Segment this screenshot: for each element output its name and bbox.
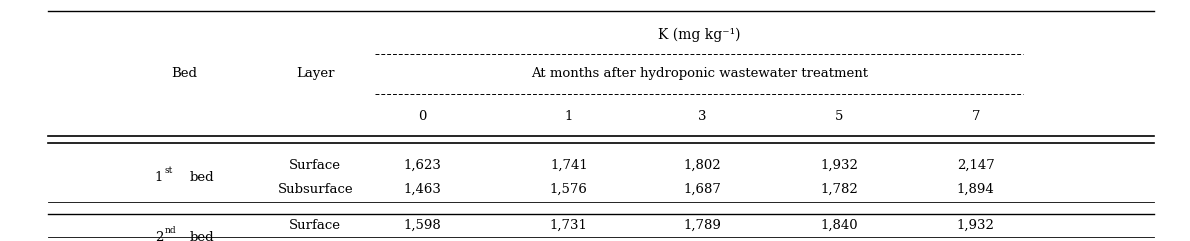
Text: 1,687: 1,687 — [683, 183, 721, 196]
Text: 1: 1 — [155, 171, 163, 184]
Text: 1,741: 1,741 — [550, 159, 588, 172]
Text: K (mg kg⁻¹): K (mg kg⁻¹) — [658, 28, 740, 42]
Text: Surface: Surface — [289, 159, 342, 172]
Text: Surface: Surface — [289, 219, 342, 232]
Text: 1,802: 1,802 — [683, 159, 721, 172]
Text: 0: 0 — [418, 110, 427, 123]
Text: 1,789: 1,789 — [683, 219, 721, 232]
Text: nd: nd — [164, 226, 176, 235]
Text: 1,840: 1,840 — [820, 219, 858, 232]
Text: 1,894: 1,894 — [957, 183, 995, 196]
Text: 1,598: 1,598 — [403, 219, 441, 232]
Text: st: st — [164, 166, 173, 175]
Text: 2,147: 2,147 — [957, 159, 995, 172]
Text: 1,463: 1,463 — [403, 183, 441, 196]
Text: Layer: Layer — [296, 67, 334, 80]
Text: Bed: Bed — [171, 67, 198, 80]
Text: Subsurface: Subsurface — [277, 183, 353, 196]
Text: 7: 7 — [971, 110, 981, 123]
Text: bed: bed — [189, 231, 214, 241]
Text: 1,731: 1,731 — [550, 219, 588, 232]
Text: 1,623: 1,623 — [403, 159, 441, 172]
Text: 1: 1 — [564, 110, 574, 123]
Text: 2: 2 — [155, 231, 163, 241]
Text: 1,782: 1,782 — [820, 183, 858, 196]
Text: 5: 5 — [834, 110, 844, 123]
Text: 1,932: 1,932 — [957, 219, 995, 232]
Text: At months after hydroponic wastewater treatment: At months after hydroponic wastewater tr… — [531, 67, 868, 80]
Text: bed: bed — [189, 171, 214, 184]
Text: 3: 3 — [697, 110, 707, 123]
Text: 1,576: 1,576 — [550, 183, 588, 196]
Text: 1,932: 1,932 — [820, 159, 858, 172]
